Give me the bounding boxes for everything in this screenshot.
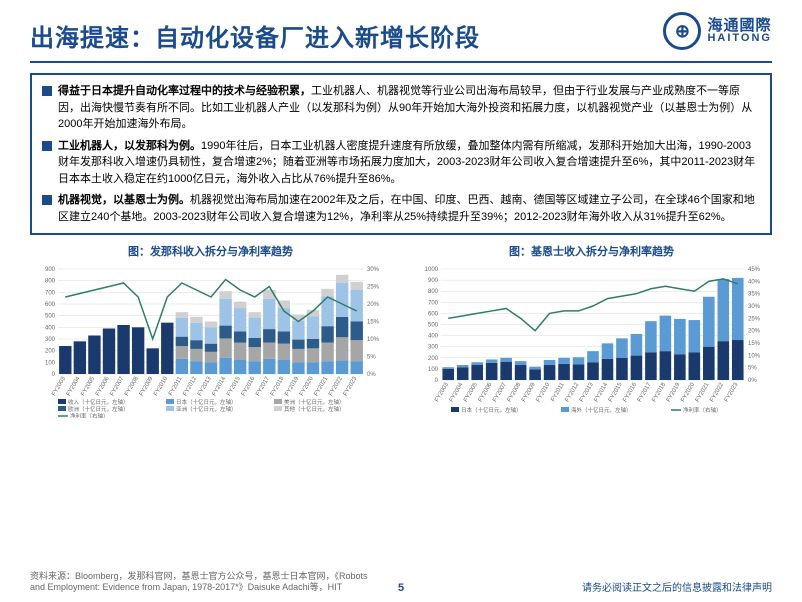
svg-text:美洲（十亿日元，左轴）: 美洲（十亿日元，左轴）	[284, 398, 345, 406]
svg-text:900: 900	[428, 278, 439, 284]
slide-title: 出海提速：自动化设备厂进入新增长阶段	[30, 18, 480, 53]
svg-text:300: 300	[45, 337, 56, 343]
chart-right-col: 图：基恩士收入拆分与净利率趋势 0 100 200 300 400 500 600 700 80…	[411, 243, 772, 418]
svg-text:25%: 25%	[367, 285, 380, 291]
svg-text:300: 300	[428, 345, 439, 351]
svg-text:日本（十亿日元，左轴）: 日本（十亿日元，左轴）	[176, 398, 237, 406]
svg-text:0: 0	[435, 378, 439, 384]
svg-text:35%: 35%	[748, 292, 761, 298]
svg-text:FY2011: FY2011	[168, 375, 184, 396]
svg-text:900: 900	[45, 267, 56, 273]
bullet-3: 机器视觉，以基恩士为例。机器视觉出海布局加速在2002年及之后，在中国、印度、巴…	[42, 192, 760, 225]
svg-text:20%: 20%	[367, 302, 380, 308]
disclaimer: 请务必阅读正文之后的信息披露和法律声明	[582, 579, 772, 594]
svg-text:海外（十亿日元，左轴）: 海外（十亿日元，左轴）	[571, 406, 632, 414]
chart2: 0 100 200 300 400 500 600 700 800 900 1000 0% 5% 10% 1…	[411, 263, 772, 418]
bullet-2: 工业机器人，以发那科为例。1990年往后，日本工业机器人密度提升速度有所放缓，叠…	[42, 138, 760, 188]
svg-text:700: 700	[428, 300, 439, 306]
logo-cn: 海通國際	[707, 18, 772, 33]
svg-text:100: 100	[45, 360, 56, 366]
svg-text:600: 600	[428, 311, 439, 317]
slide: 出海提速：自动化设备厂进入新增长阶段 ⊕ 海通國際 HAITONG 得益于日本提…	[0, 0, 802, 602]
svg-text:10%: 10%	[748, 353, 761, 359]
svg-text:700: 700	[45, 290, 56, 296]
svg-text:0: 0	[52, 372, 56, 378]
haitong-icon: ⊕	[663, 12, 701, 50]
svg-text:净利率（右轴）: 净利率（右轴）	[683, 406, 722, 414]
svg-text:20%: 20%	[748, 329, 761, 335]
svg-text:30%: 30%	[748, 304, 761, 310]
svg-text:FY2011: FY2011	[550, 381, 566, 402]
svg-text:0%: 0%	[748, 378, 757, 384]
chart1-title: 图：发那科收入拆分与净利率趋势	[30, 243, 391, 259]
svg-text:欧洲（十亿日元，左轴）: 欧洲（十亿日元，左轴）	[68, 405, 129, 413]
svg-text:5%: 5%	[748, 366, 757, 372]
header: 出海提速：自动化设备厂进入新增长阶段 ⊕ 海通國際 HAITONG	[0, 0, 802, 61]
svg-text:200: 200	[428, 356, 439, 362]
chart2-title: 图：基恩士收入拆分与净利率趋势	[411, 243, 772, 259]
svg-text:FY2023: FY2023	[724, 381, 740, 403]
logo: ⊕ 海通國際 HAITONG	[663, 12, 772, 50]
source-text: 资料来源：Bloomberg，发那科官网，基恩士官方公众号，基恩士日本官网，《R…	[30, 571, 380, 594]
svg-text:40%: 40%	[748, 279, 761, 285]
svg-text:500: 500	[428, 323, 439, 329]
footer: 资料来源：Bloomberg，发那科官网，基恩士官方公众号，基恩士日本官网，《R…	[30, 571, 772, 594]
svg-text:15%: 15%	[748, 341, 761, 347]
svg-text:100: 100	[428, 367, 439, 373]
svg-text:收入（十亿日元，左轴）: 收入（十亿日元，左轴）	[68, 398, 129, 406]
logo-en: HAITONG	[707, 33, 772, 44]
svg-text:600: 600	[45, 302, 56, 308]
divider	[30, 61, 772, 63]
svg-text:800: 800	[428, 289, 439, 295]
svg-text:200: 200	[45, 349, 56, 355]
page-number: 5	[398, 582, 404, 594]
svg-text:45%: 45%	[748, 267, 761, 273]
svg-text:25%: 25%	[748, 316, 761, 322]
svg-text:亚洲（十亿日元，左轴）: 亚洲（十亿日元，左轴）	[176, 405, 237, 413]
svg-text:15%: 15%	[367, 320, 380, 326]
chart-left-col: 图：发那科收入拆分与净利率趋势 0 100 200 300 400 500 600 700 80…	[30, 243, 391, 418]
svg-text:0%: 0%	[367, 372, 376, 378]
svg-text:800: 800	[45, 279, 56, 285]
svg-text:FY2023: FY2023	[343, 375, 359, 397]
svg-text:日本（十亿日元，左轴）: 日本（十亿日元，左轴）	[461, 406, 522, 414]
svg-text:其他（十亿日元，左轴）: 其他（十亿日元，左轴）	[284, 405, 345, 413]
charts-row: 图：发那科收入拆分与净利率趋势 0 100 200 300 400 500 600 700 80…	[0, 235, 802, 418]
svg-text:10%: 10%	[367, 337, 380, 343]
chart1: 0 100 200 300 400 500 600 700 800 900 0% 5% 10% 15% 20…	[30, 263, 391, 418]
svg-text:400: 400	[428, 334, 439, 340]
bullet-1: 得益于日本提升自动化率过程中的技术与经验积累，工业机器人、机器视觉等行业公司出海…	[42, 83, 760, 133]
content-box: 得益于日本提升自动化率过程中的技术与经验积累，工业机器人、机器视觉等行业公司出海…	[30, 73, 772, 235]
svg-text:400: 400	[45, 325, 56, 331]
svg-text:1000: 1000	[425, 267, 439, 273]
svg-text:30%: 30%	[367, 267, 380, 273]
svg-text:5%: 5%	[367, 355, 376, 361]
svg-text:500: 500	[45, 314, 56, 320]
